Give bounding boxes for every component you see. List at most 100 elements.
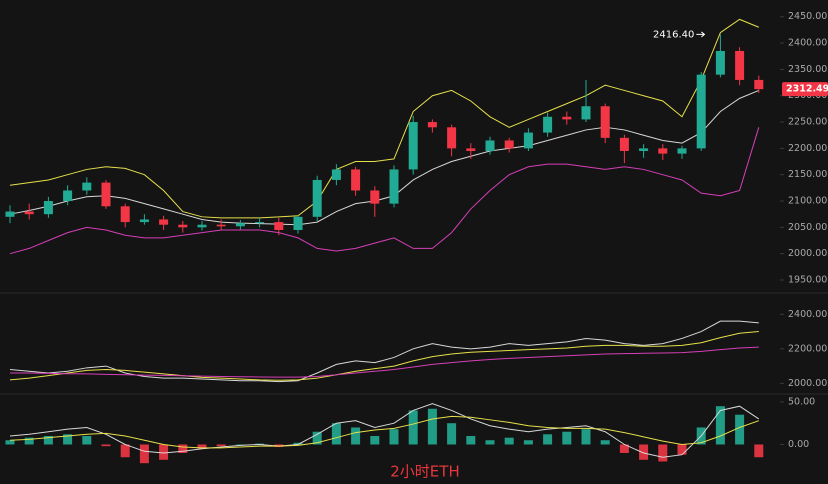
indicator-line [9,127,760,255]
y-tick-label: 0.00 [788,439,809,450]
candle-body [466,148,476,152]
candle-body [581,106,591,120]
histogram-bar [197,444,207,449]
histogram-bar [331,423,341,445]
candle-body [255,222,265,224]
histogram-bar [600,440,610,445]
histogram-bar [216,444,226,447]
candle-body [43,201,53,215]
candle-body [562,116,572,120]
histogram-bar [619,444,629,453]
histogram-bar [408,410,418,445]
candle-body [543,116,553,133]
y-tick-label: 2150.00 [788,169,827,180]
y-tick-label: 2250.00 [788,117,827,128]
candle-body [159,219,169,225]
histogram-bar [43,435,53,445]
indicator-line [10,346,759,378]
histogram-bar [389,429,399,445]
watermark: 2小时ETH [390,463,459,481]
histogram-bar [427,408,437,445]
candle-body [619,137,629,152]
candle-body [408,122,418,170]
candle-body [63,190,73,202]
y-tick-label: 50.00 [788,396,815,407]
candle-body [82,182,92,191]
histogram-bar [543,434,553,445]
candle-body [485,140,495,152]
histogram-bar [658,444,668,462]
high-arrow [696,31,706,38]
candle-body [523,132,533,149]
candle-body [504,140,514,149]
candle-body [658,148,668,154]
histogram-bar [120,444,130,458]
histogram-bar [101,444,111,447]
indicator-line [9,403,760,458]
indicator-line [9,320,759,383]
last-price-box [782,82,828,97]
y-tick-label: 2450.00 [788,11,827,22]
y-tick-label: 2050.00 [788,222,827,233]
y-tick-label: 2200.00 [788,343,827,354]
histogram-bar [581,429,591,445]
candle-body [677,148,687,154]
histogram-bar [370,435,380,445]
candle-body [754,79,764,90]
y-tick-label: 2400.00 [788,309,827,320]
candle-body [447,127,457,149]
candle-body [5,211,15,217]
y-tick-label: 2100.00 [788,196,827,207]
histogram-bar [293,442,303,445]
histogram-bar [178,444,188,453]
candle-body [178,224,188,228]
candle-body [715,50,725,75]
histogram-bar [562,431,572,445]
candle-body [139,219,149,223]
histogram-bar [63,434,73,445]
y-tick-label: 2200.00 [788,143,827,154]
histogram-bar [312,431,322,445]
candle-body [735,50,745,80]
candle-body [120,206,130,223]
histogram-bar [235,444,245,445]
candle-body [600,106,610,138]
indicator-line [9,89,759,226]
histogram-bar [715,406,725,445]
histogram-bar [639,444,649,460]
candle-body [235,223,245,227]
histogram-bar [139,444,149,464]
histogram-bar [677,444,687,455]
histogram-bar [754,444,764,458]
candle-body [389,169,399,204]
y-tick-label: 2000.00 [788,378,827,389]
histogram-bar [82,435,92,445]
histogram-bar [485,440,495,445]
candle-body [312,179,322,217]
histogram-bar [24,437,34,445]
candle-body [331,169,341,180]
candle-body [216,224,226,227]
y-tick-label: 1950.00 [788,274,827,285]
candle-body [427,122,437,128]
candle-body [370,190,380,204]
histogram-bar [466,435,476,445]
candle-body [696,74,706,149]
histogram-bar [351,427,361,445]
y-tick-label: 2400.00 [788,38,827,49]
indicator-line [9,331,759,381]
y-tick-label: 2000.00 [788,248,827,259]
candle-body [24,211,34,215]
candle-body [293,216,303,230]
candle-body [351,169,361,191]
histogram-bar [523,440,533,445]
candle-body [274,222,284,230]
candle-body [639,148,649,152]
y-tick-label: 2350.00 [788,64,827,75]
candle-body [101,182,111,207]
histogram-bar [735,414,745,445]
last-price-label: 2312.49 [786,84,828,95]
histogram-bar [504,437,514,445]
